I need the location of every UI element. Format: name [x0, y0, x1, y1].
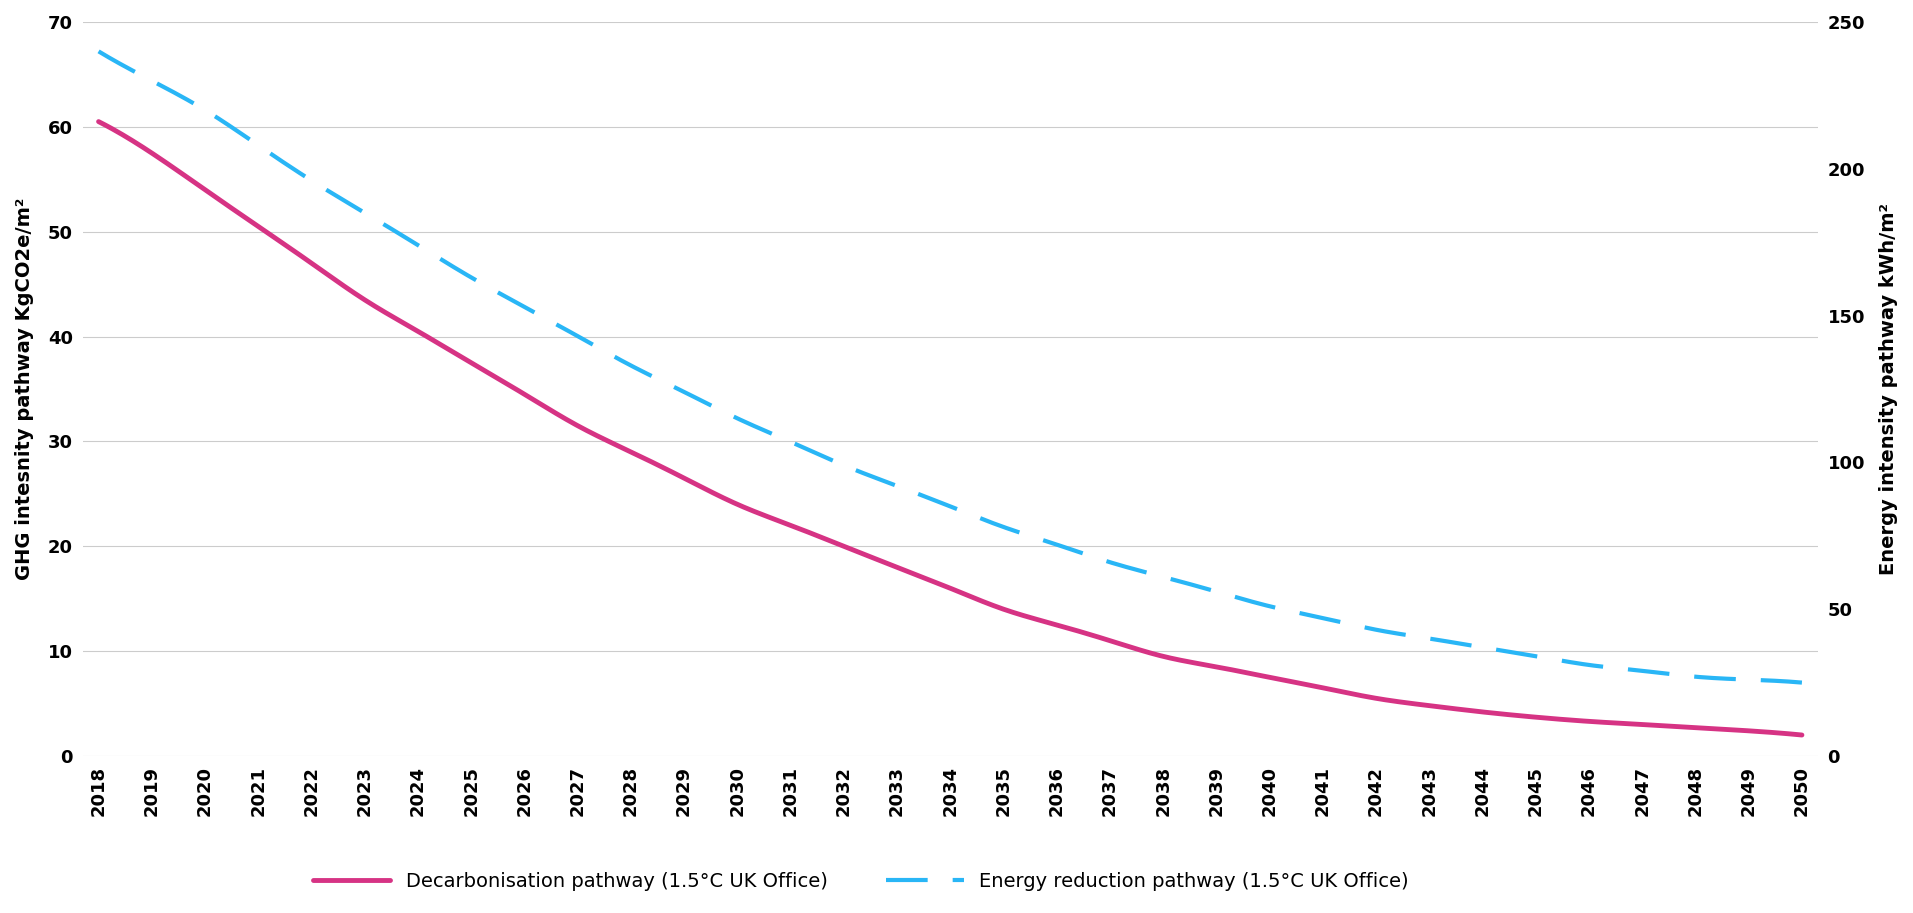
- Line: Decarbonisation pathway (1.5°C UK Office): Decarbonisation pathway (1.5°C UK Office…: [99, 121, 1802, 735]
- Legend: Decarbonisation pathway (1.5°C UK Office), Energy reduction pathway (1.5°C UK Of: Decarbonisation pathway (1.5°C UK Office…: [304, 865, 1418, 898]
- Energy reduction pathway (1.5°C UK Office): [1100, 558, 1123, 569]
- Decarbonisation pathway (1.5°C UK Office): [907, 570, 930, 581]
- Decarbonisation pathway (1.5°C UK Office): [1750, 726, 1773, 737]
- Decarbonisation pathway (1.5°C UK Office): [1791, 729, 1814, 740]
- Y-axis label: GHG intesnity pathway KgCO2e/m²: GHG intesnity pathway KgCO2e/m²: [15, 198, 34, 580]
- Decarbonisation pathway (1.5°C UK Office): [1483, 708, 1506, 719]
- Y-axis label: Energy intensity pathway kWh/m²: Energy intensity pathway kWh/m²: [1879, 203, 1898, 575]
- Energy reduction pathway (1.5°C UK Office): [88, 46, 111, 57]
- Decarbonisation pathway (1.5°C UK Office): [88, 116, 111, 127]
- Decarbonisation pathway (1.5°C UK Office): [1008, 609, 1031, 620]
- Energy reduction pathway (1.5°C UK Office): [1750, 675, 1773, 686]
- Energy reduction pathway (1.5°C UK Office): [1483, 644, 1506, 655]
- Energy reduction pathway (1.5°C UK Office): [907, 488, 930, 499]
- Decarbonisation pathway (1.5°C UK Office): [895, 566, 918, 577]
- Decarbonisation pathway (1.5°C UK Office): [1100, 636, 1123, 647]
- Line: Energy reduction pathway (1.5°C UK Office): Energy reduction pathway (1.5°C UK Offic…: [99, 51, 1802, 683]
- Energy reduction pathway (1.5°C UK Office): [1791, 677, 1814, 688]
- Energy reduction pathway (1.5°C UK Office): [1008, 527, 1031, 538]
- Energy reduction pathway (1.5°C UK Office): [895, 485, 918, 496]
